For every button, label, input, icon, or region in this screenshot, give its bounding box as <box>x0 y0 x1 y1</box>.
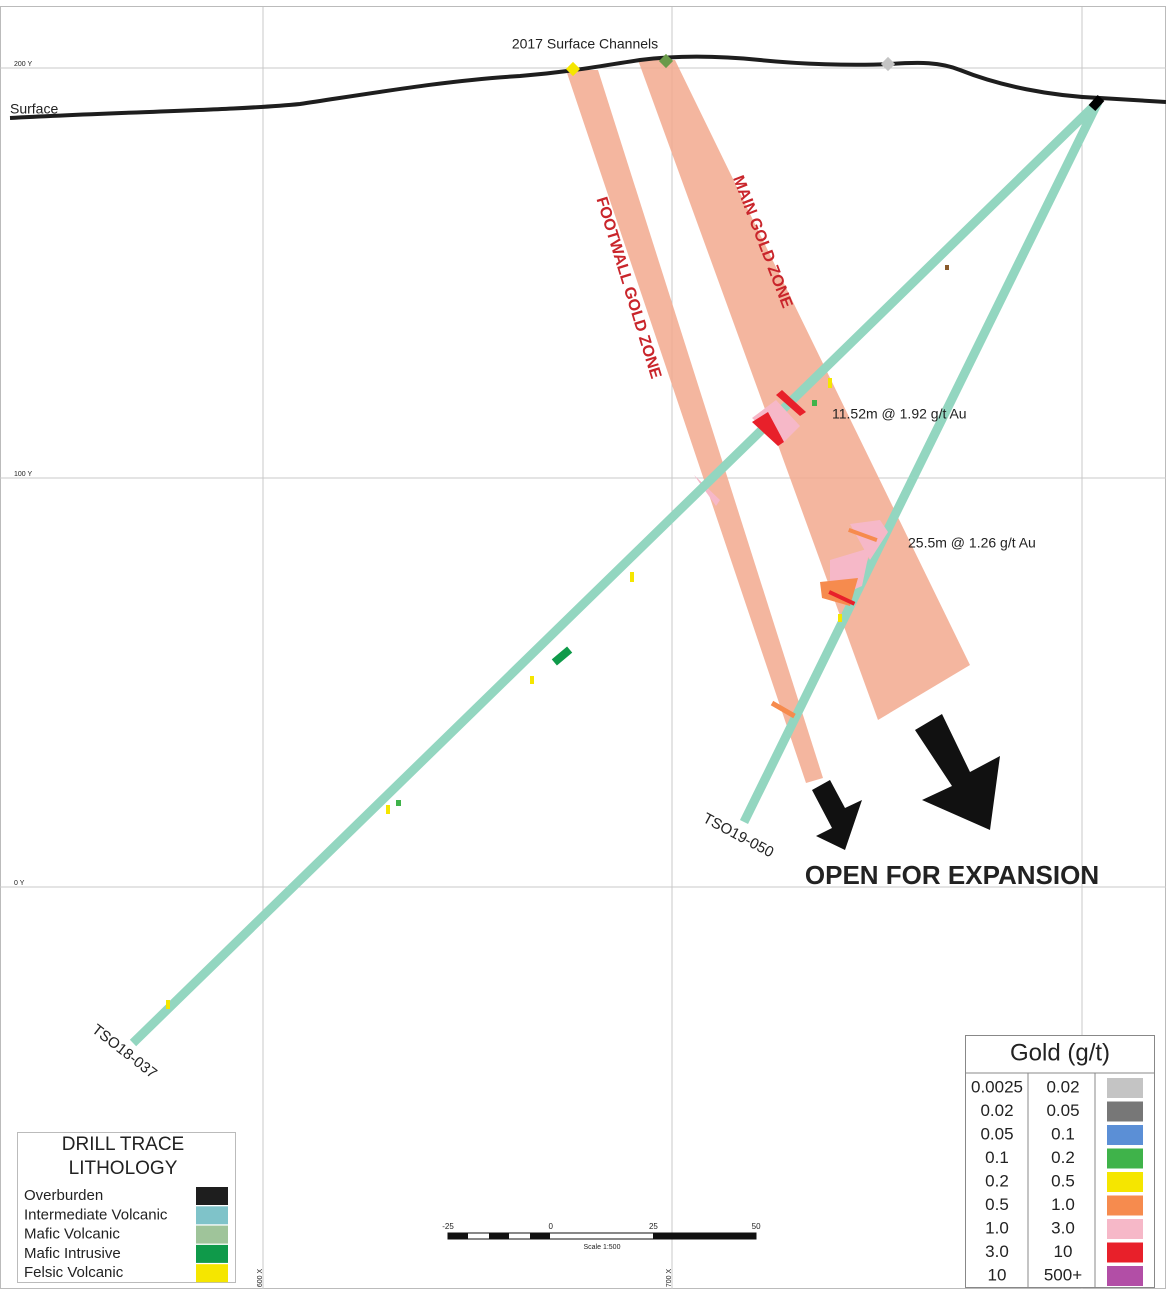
swatch <box>196 1264 228 1283</box>
range-to: 10 <box>1054 1242 1073 1261</box>
legend-item: Mafic Intrusive <box>24 1245 121 1262</box>
channel-marker <box>658 53 674 69</box>
range-from: 0.02 <box>980 1101 1013 1120</box>
overburden <box>1088 94 1105 112</box>
scale-label: -25 <box>442 1222 454 1231</box>
grid <box>0 7 1166 1289</box>
legend-title: DRILL TRACE <box>62 1134 184 1155</box>
swatch <box>1107 1219 1143 1239</box>
surface-label: Surface <box>10 101 58 117</box>
legend-item: Mafic Volcanic <box>24 1226 120 1243</box>
swatch <box>1107 1078 1143 1098</box>
swatch <box>1107 1195 1143 1216</box>
range-to: 3.0 <box>1051 1218 1075 1237</box>
expansion-label: OPEN FOR EXPANSION <box>805 860 1099 890</box>
channel-marker <box>880 56 896 72</box>
legend-item: Intermediate Volcanic <box>24 1206 168 1223</box>
assay-intervals <box>166 265 949 1009</box>
y-grid-label: 100 Y <box>14 471 32 478</box>
swatch <box>196 1225 228 1244</box>
swatch <box>1107 1172 1143 1192</box>
swatch <box>196 1187 228 1205</box>
range-from: 0.1 <box>985 1148 1009 1167</box>
intercept-label: 11.52m @ 1.92 g/t Au <box>832 406 967 422</box>
y-grid-label: 0 Y <box>14 880 25 887</box>
x-grid-label: 700 X <box>666 1269 673 1288</box>
scale-label: 50 <box>752 1222 761 1231</box>
swatch <box>1107 1125 1143 1145</box>
legend-title: Gold (g/t) <box>1010 1039 1110 1066</box>
scale-caption: Scale 1:500 <box>584 1244 621 1251</box>
legend-item: Felsic Volcanic <box>24 1264 124 1281</box>
y-grid-label: 200 Y <box>14 61 32 68</box>
arrow <box>915 714 1000 830</box>
legend-title: LITHOLOGY <box>69 1158 178 1179</box>
range-to: 0.05 <box>1046 1101 1079 1120</box>
legend-item: Overburden <box>24 1187 103 1204</box>
surface-line <box>9 54 1166 120</box>
channels-label: 2017 Surface Channels <box>512 36 658 52</box>
range-to: 500+ <box>1044 1265 1082 1284</box>
channel-marker <box>565 61 581 77</box>
swatch <box>1107 1242 1143 1263</box>
gold-legend: Gold (g/t) 0.0025 0.02 0.02 0.05 0.05 0.1 0.1 0… <box>965 1035 1155 1288</box>
range-to: 0.1 <box>1051 1124 1075 1143</box>
scale-label: 0 <box>548 1222 553 1231</box>
swatch <box>1107 1148 1143 1169</box>
swatch <box>196 1244 228 1263</box>
range-from: 0.2 <box>985 1171 1009 1190</box>
footwall-zone <box>566 70 823 783</box>
swatch <box>1107 1266 1143 1286</box>
range-to: 0.5 <box>1051 1171 1075 1190</box>
range-to: 1.0 <box>1051 1195 1075 1214</box>
range-from: 0.5 <box>985 1195 1009 1214</box>
intercept-label: 25.5m @ 1.26 g/t Au <box>908 535 1036 551</box>
drill-hole <box>739 100 1103 824</box>
scale-label: 25 <box>649 1222 658 1231</box>
swatch <box>196 1206 228 1225</box>
drill-hole <box>129 98 1102 1047</box>
lithology-legend: DRILL TRACE LITHOLOGY Overburden Intermed… <box>17 1132 236 1283</box>
range-from: 0.0025 <box>971 1077 1023 1096</box>
assay <box>694 475 720 506</box>
range-to: 0.2 <box>1051 1148 1075 1167</box>
range-to: 0.02 <box>1046 1077 1079 1096</box>
range-from: 1.0 <box>985 1218 1009 1237</box>
x-grid-label: 600 X <box>257 1269 264 1288</box>
range-from: 0.05 <box>980 1124 1013 1143</box>
arrow <box>812 780 862 850</box>
range-from: 3.0 <box>985 1242 1009 1261</box>
swatch <box>1107 1101 1143 1122</box>
range-from: 10 <box>988 1265 1007 1284</box>
scale-bar: -25 0 25 50 <box>442 1222 761 1240</box>
